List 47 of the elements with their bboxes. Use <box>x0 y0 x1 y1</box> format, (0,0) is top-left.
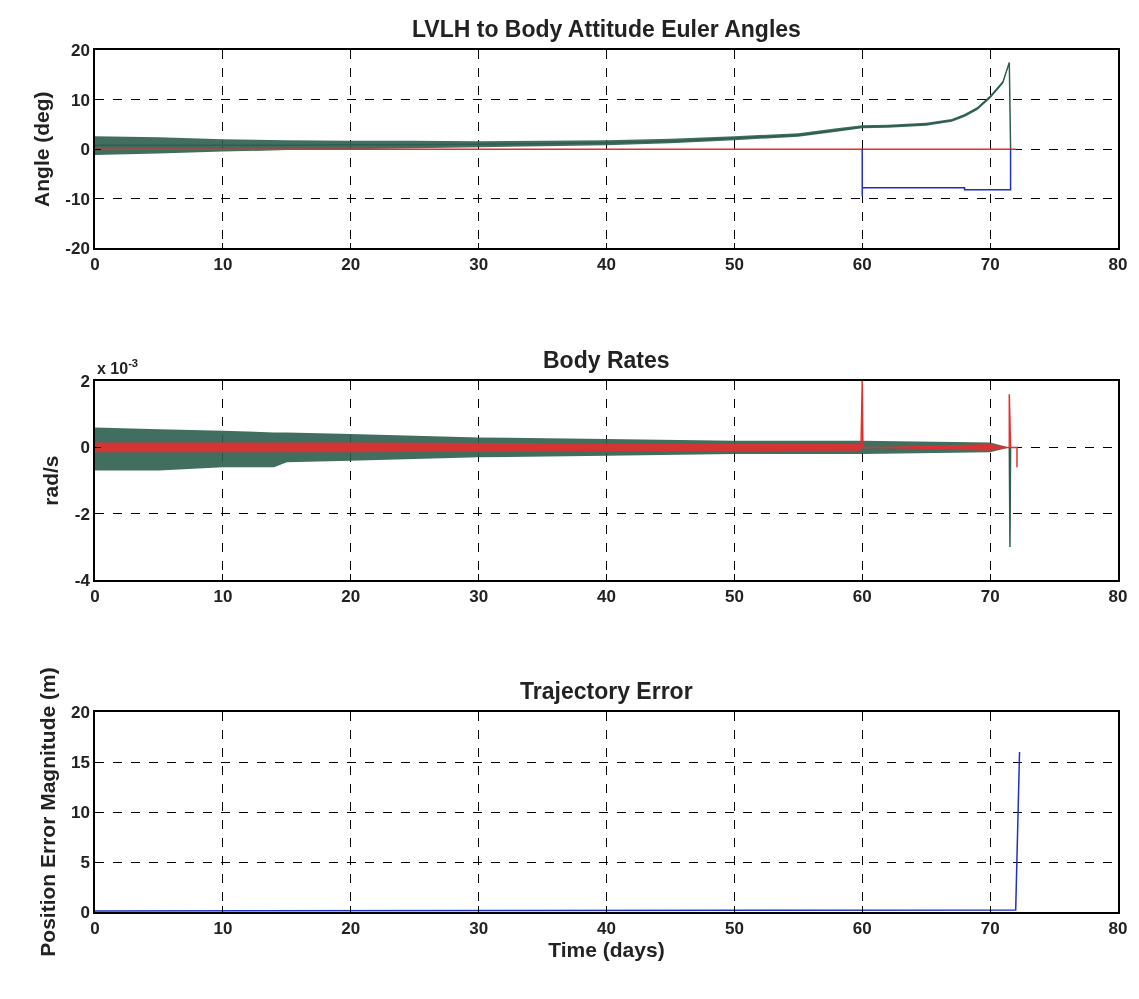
x-tick-label: 30 <box>469 587 489 607</box>
y-tick-label: 15 <box>70 752 90 772</box>
x-tick-label: 10 <box>213 255 233 275</box>
y-tick-label: -4 <box>74 571 91 591</box>
x-axis-title: Time (days) <box>548 938 665 962</box>
y-tick-label: -10 <box>65 189 90 209</box>
x-tick-label: 60 <box>852 919 872 939</box>
y-tick-label: 0 <box>80 438 90 458</box>
x-tick-label: 50 <box>724 919 744 939</box>
x-tick-label: 60 <box>852 587 872 607</box>
x-tick-label: 70 <box>980 919 1000 939</box>
x-tick-label: 10 <box>213 919 233 939</box>
chart-title: LVLH to Body Attitude Euler Angles <box>412 16 801 42</box>
x-tick-label: 10 <box>213 587 233 607</box>
x-tick-label: 80 <box>1108 919 1128 939</box>
y-tick-label: 2 <box>80 371 90 391</box>
x-tick-label: 40 <box>597 587 616 607</box>
x-tick-label: 30 <box>469 919 489 939</box>
y-tick-label: 5 <box>80 852 90 872</box>
x-tick-label: 80 <box>1108 255 1128 275</box>
chart-title: Trajectory Error <box>520 678 693 704</box>
y-tick-label: 10 <box>70 802 90 822</box>
x-tick-label: 50 <box>724 255 744 275</box>
x-tick-label: 40 <box>597 255 616 275</box>
y-tick-label: 0 <box>80 902 90 922</box>
y-axis-title: rad/s <box>39 455 63 506</box>
y-tick-label: -2 <box>74 504 90 524</box>
x-tick-label: 20 <box>341 255 361 275</box>
x-tick-label: 20 <box>341 919 361 939</box>
line-series <box>861 148 1012 197</box>
y-tick-label: 0 <box>80 140 90 160</box>
chart-title: Body Rates <box>543 347 670 373</box>
x-tick-label: 60 <box>852 255 872 275</box>
x-tick-label: 70 <box>980 587 1000 607</box>
text: x 10$^{-3}$ <box>97 357 139 377</box>
x-tick-label: 70 <box>980 255 1000 275</box>
x-tick-label: 80 <box>1108 587 1128 607</box>
x-tick-label: 50 <box>724 587 744 607</box>
y-tick-label: 20 <box>70 40 90 60</box>
y-tick-label: 20 <box>70 702 90 722</box>
y-axis-title: Angle (deg) <box>29 91 53 207</box>
x-tick-label: 30 <box>469 255 489 275</box>
x-tick-label: 20 <box>341 587 361 607</box>
x-tick-label: 40 <box>597 919 616 939</box>
y-axis-title: Position Error Magnitude (m) <box>35 667 59 957</box>
y-tick-label: 10 <box>70 90 90 110</box>
y-tick-label: -20 <box>65 239 90 259</box>
